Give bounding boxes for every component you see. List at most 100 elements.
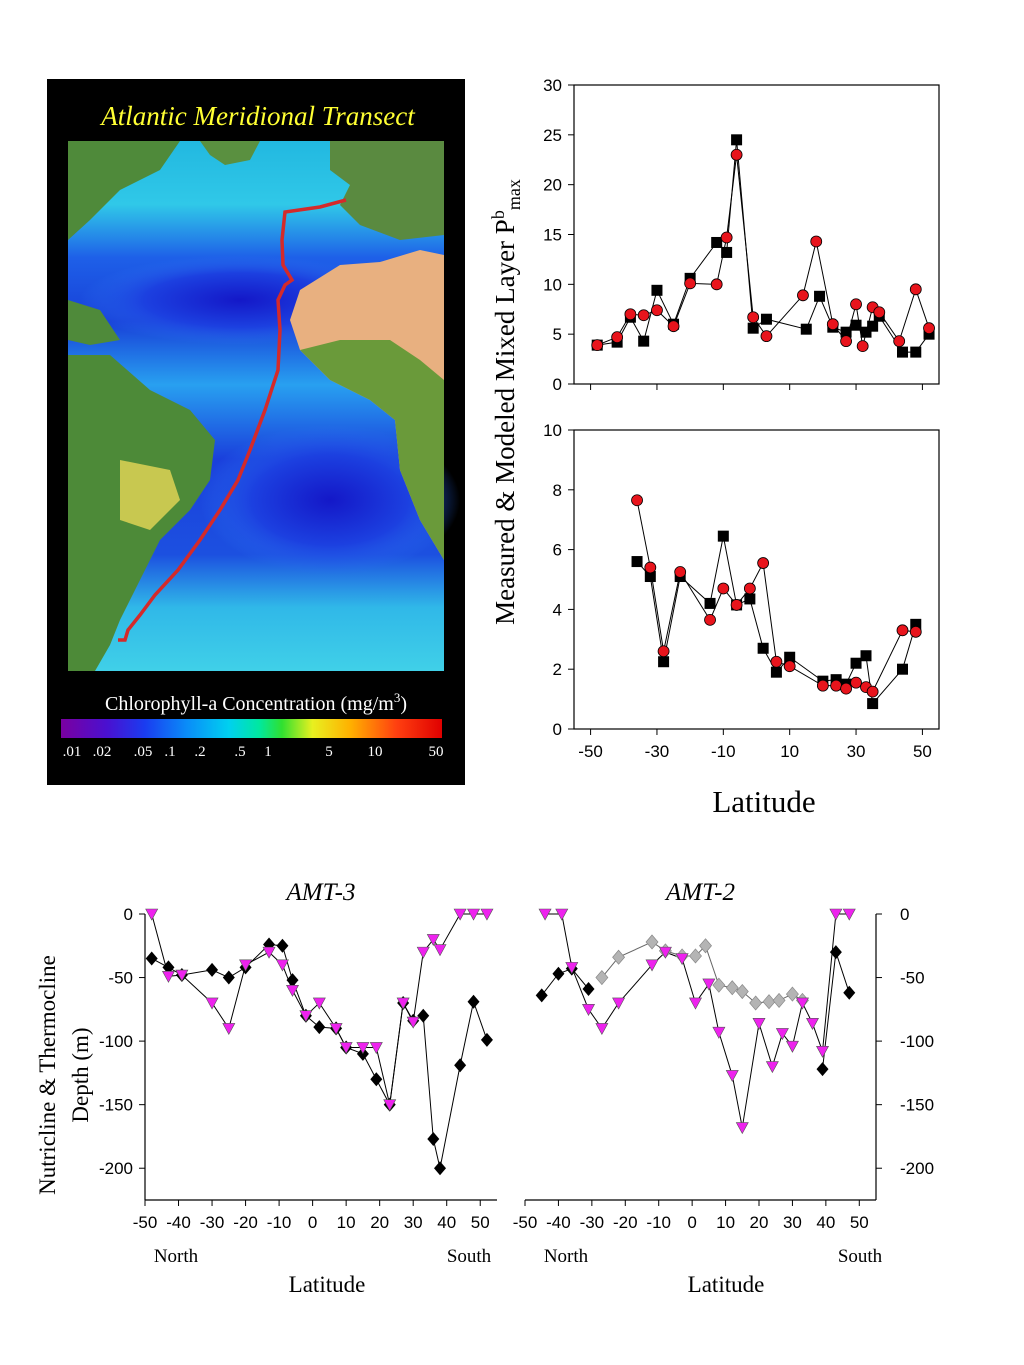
data-point-square <box>644 571 656 583</box>
data-point-diamond-gray <box>785 986 799 1002</box>
data-point-diamond-gray <box>645 934 659 950</box>
data-point-circle <box>747 311 760 324</box>
data-point-diamond <box>162 960 175 975</box>
y-tick-label: 8 <box>553 481 562 500</box>
data-point-triangle <box>582 1004 596 1016</box>
colorbar-tick-label: .2 <box>194 744 205 760</box>
land-north-america <box>68 141 180 240</box>
data-point-diamond-gray <box>735 984 749 1000</box>
ocean-color-map <box>68 141 460 671</box>
data-point-circle <box>826 318 839 331</box>
x-tick-label: -20 <box>233 1213 258 1232</box>
y-tick-label: 25 <box>543 126 562 145</box>
data-point-circle <box>743 582 756 595</box>
data-point-diamond-gray <box>762 994 776 1010</box>
data-point-diamond <box>434 1161 447 1176</box>
data-point-triangle <box>175 969 189 982</box>
data-point-circle <box>611 331 624 344</box>
data-point-square <box>744 593 756 605</box>
y-tick-label: 0 <box>124 905 133 924</box>
data-point-diamond-gray <box>699 938 712 954</box>
chart-mid-right: 0 2 4 6 8 10 -50 -30 -10 10 30 50 <box>543 421 940 761</box>
data-point-diamond <box>370 1072 383 1087</box>
x-tick-label: -50 <box>513 1213 538 1232</box>
x-tick-label: 10 <box>780 742 799 761</box>
colorbar-tick-label: 10 <box>368 744 383 760</box>
data-point-triangle <box>785 1040 799 1053</box>
right-y-label-sup: b <box>488 210 508 219</box>
y-tick-label: 10 <box>543 421 562 440</box>
series-line <box>541 968 589 996</box>
data-point-triangle <box>688 997 702 1010</box>
colorbar-tick-label: 1 <box>264 744 272 760</box>
data-point-diamond <box>467 994 480 1009</box>
data-point-diamond-gray <box>612 949 626 965</box>
x-tick-label: 0 <box>308 1213 317 1232</box>
data-point-circle <box>909 283 922 296</box>
data-point-circle <box>856 340 869 353</box>
x-tick-label: 50 <box>850 1213 869 1232</box>
y-tick-label: 4 <box>553 600 562 619</box>
chart-amt-2: 0-50-100-150-200-50 -40 -30 -20 -10 0 10 20 30 40… <box>513 879 934 1232</box>
data-point-circle <box>810 235 823 248</box>
x-tick-label: 20 <box>370 1213 389 1232</box>
x-tick-label: 20 <box>750 1213 769 1232</box>
data-point-triangle <box>262 946 276 959</box>
data-point-square <box>830 674 842 686</box>
right-y-axis-label: Measured & Modeled Mixed Layer Pbmax <box>488 179 524 625</box>
land-greenland <box>200 141 260 165</box>
data-point-triangle <box>369 1042 383 1055</box>
x-tick-label: 30 <box>847 742 866 761</box>
data-point-circle <box>873 306 886 319</box>
x-tick-label: -10 <box>711 742 736 761</box>
x-tick-label: -50 <box>578 742 603 761</box>
data-point-triangle <box>829 908 843 921</box>
data-point-diamond <box>417 1008 430 1023</box>
y-tick-label: 6 <box>553 541 562 560</box>
y-tick-label: 2 <box>553 660 562 679</box>
data-point-triangle <box>467 908 481 921</box>
land-africa-vegetation <box>300 340 444 560</box>
colorbar-tick-label: 50 <box>429 744 444 760</box>
data-point-square <box>897 663 908 675</box>
colorbar-title-main: Chlorophyll-a Concentration (mg/m <box>105 693 394 715</box>
data-point-triangle <box>795 997 809 1010</box>
data-point-triangle <box>538 908 552 921</box>
data-point-square <box>867 698 879 710</box>
data-point-triangle <box>426 934 440 947</box>
data-point-circle <box>866 685 879 698</box>
x-tick-label: 50 <box>913 742 932 761</box>
data-point-diamond <box>427 1131 440 1146</box>
colorbar-tick-label: .01 <box>63 744 82 760</box>
data-point-square <box>840 326 852 338</box>
data-point-triangle <box>775 1028 789 1041</box>
colorbar-tick-label: .02 <box>93 744 112 760</box>
data-point-diamond <box>843 985 856 1000</box>
data-point-triangle <box>612 997 626 1010</box>
data-point-diamond <box>535 988 548 1003</box>
data-point-circle <box>657 645 670 658</box>
data-point-triangle <box>329 1023 343 1036</box>
x-tick-label: 30 <box>783 1213 802 1232</box>
data-point-circle <box>637 309 650 322</box>
x-tick-label: 40 <box>437 1213 456 1232</box>
data-point-square <box>760 313 772 325</box>
plot-frame <box>573 84 940 385</box>
data-point-triangle <box>275 959 289 972</box>
data-point-square <box>814 290 826 302</box>
x-tick-label: -30 <box>645 742 670 761</box>
data-point-triangle <box>299 1010 313 1023</box>
chart-top-right: 0 5 10 15 20 25 30 <box>543 76 940 394</box>
data-point-diamond <box>582 981 595 996</box>
data-point-triangle <box>805 1018 819 1030</box>
data-point-square <box>651 284 663 296</box>
data-point-diamond <box>276 938 289 953</box>
data-point-circle <box>710 278 723 291</box>
data-point-diamond <box>222 970 235 985</box>
data-point-triangle <box>383 1099 397 1112</box>
colorbar-title-end: ) <box>400 693 407 715</box>
data-point-diamond-gray <box>712 977 726 993</box>
y-tick-label: 30 <box>543 76 562 95</box>
data-point-circle <box>830 679 843 692</box>
